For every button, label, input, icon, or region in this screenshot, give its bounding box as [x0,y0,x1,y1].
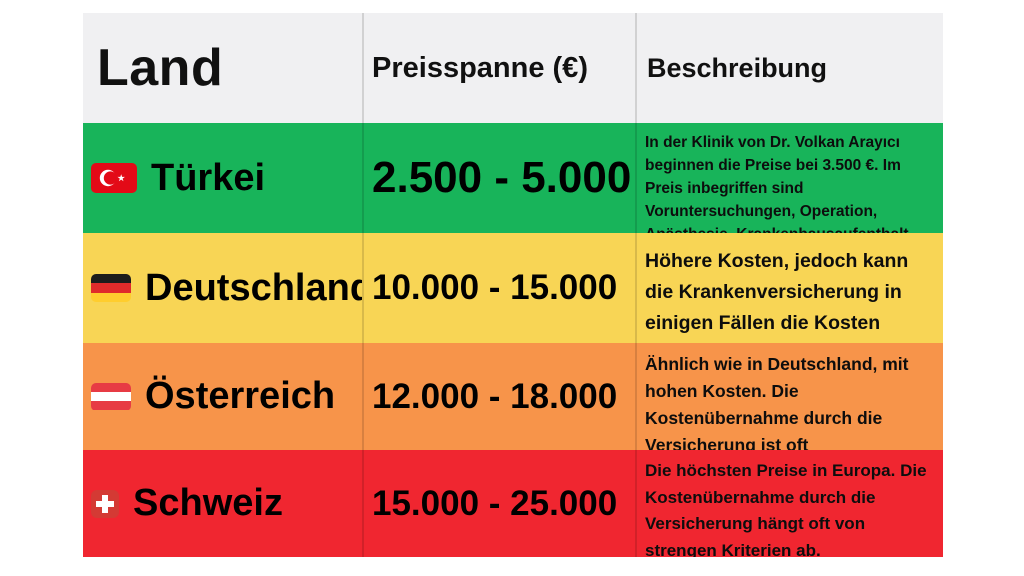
table-row-turkey-price: 2.500 - 5.000 [362,123,635,233]
price-comparison-table: Land Preisspanne (€) Beschreibung Türkei… [83,13,943,557]
table-row-turkey-land: Türkei [83,123,362,233]
description-text: Die höchsten Preise in Europa. Die Koste… [645,461,927,557]
price-range: 12.000 - 18.000 [372,376,618,416]
country-name: Schweiz [133,482,283,524]
country-name: Deutschland [145,266,362,309]
austria-flag-icon [91,382,131,411]
table-row-germany-price: 10.000 - 15.000 [362,233,635,343]
table-row-switzerland-description: Die höchsten Preise in Europa. Die Koste… [635,450,943,557]
description-text: Höhere Kosten, jedoch kann die Krankenve… [645,250,909,334]
switzerland-flag-icon [91,489,119,518]
table-row-germany-description: Höhere Kosten, jedoch kann die Krankenve… [635,233,943,343]
country-name: Türkei [151,156,266,199]
header-description: Beschreibung [635,13,943,123]
table-row-austria-land: Österreich [83,343,362,450]
table-row-austria-description: Ähnlich wie in Deutschland, mit hohen Ko… [635,343,943,450]
table-row-switzerland-land: Schweiz [83,450,362,557]
header-land-label: Land [97,39,224,97]
table-row-switzerland-price: 15.000 - 25.000 [362,450,635,557]
germany-flag-icon [91,274,131,302]
turkey-flag-icon [91,163,137,193]
table-row-germany-land: Deutschland [83,233,362,343]
price-range: 2.500 - 5.000 [372,153,632,202]
header-description-label: Beschreibung [647,52,828,83]
description-text: In der Klinik von Dr. Volkan Arayıcı beg… [645,134,909,233]
table-row-turkey-description: In der Klinik von Dr. Volkan Arayıcı beg… [635,123,943,233]
table-row-austria-price: 12.000 - 18.000 [362,343,635,450]
header-land: Land [83,13,362,123]
description-text: Ähnlich wie in Deutschland, mit hohen Ko… [645,354,909,450]
header-price-label: Preisspanne (€) [372,51,588,84]
price-range: 15.000 - 25.000 [372,483,618,523]
country-name: Österreich [145,375,336,417]
header-price: Preisspanne (€) [362,13,635,123]
price-range: 10.000 - 15.000 [372,268,618,307]
